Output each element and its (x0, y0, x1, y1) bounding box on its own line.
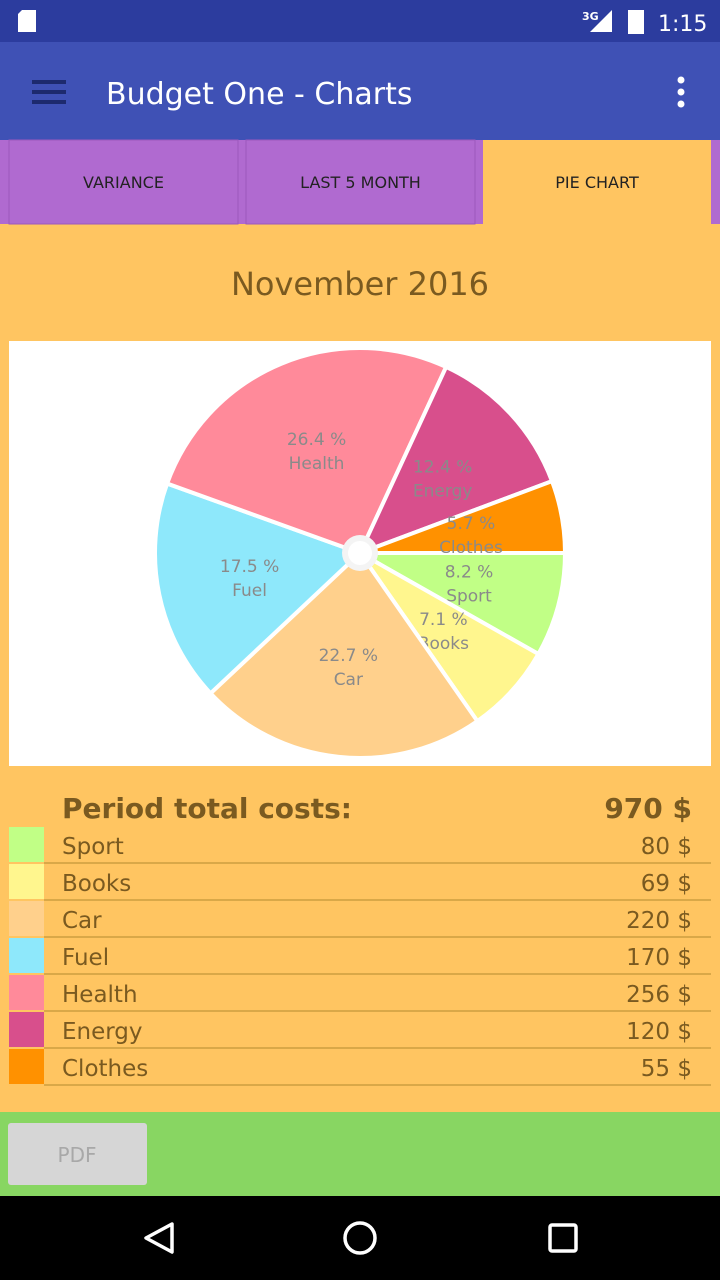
nav-bar (0, 1196, 720, 1280)
row-name: Energy (62, 1019, 143, 1045)
slice-category-label: Energy (413, 481, 473, 501)
status-bar (0, 0, 720, 42)
pie-slice (207, 549, 481, 760)
row-name: Clothes (62, 1056, 148, 1082)
row-name: Car (62, 908, 102, 934)
legend-swatch (9, 938, 44, 973)
clock: 1:15 (658, 12, 707, 37)
pie-slice (352, 551, 568, 657)
recents-button[interactable] (548, 1223, 578, 1253)
back-button[interactable] (144, 1222, 174, 1254)
slice-category-label: Books (418, 634, 469, 654)
row-name: Health (62, 982, 138, 1008)
summary-label: Period total costs: (62, 792, 352, 825)
legend-swatch (9, 901, 44, 936)
battery-icon (628, 10, 644, 34)
legend-swatch (9, 975, 44, 1010)
overflow-menu[interactable] (677, 76, 685, 108)
app-title: Budget One - Charts (106, 77, 413, 112)
menu-button[interactable] (32, 80, 66, 104)
tab-label[interactable]: VARIANCE (83, 173, 164, 192)
slice-value-label: 7.1 % (419, 610, 468, 630)
row-amount: 69 $ (641, 871, 692, 897)
row-name: Sport (62, 834, 124, 860)
slice-value-label: 12.4 % (413, 457, 472, 477)
row-amount: 55 $ (641, 1056, 692, 1082)
legend-swatch (9, 1012, 44, 1047)
slice-value-label: 5.7 % (447, 514, 496, 534)
row-name: Fuel (62, 945, 109, 971)
legend-swatch (9, 827, 44, 862)
row-amount: 120 $ (626, 1019, 692, 1045)
pdf-button-label[interactable]: PDF (58, 1143, 97, 1167)
row-amount: 80 $ (641, 834, 692, 860)
slice-category-label: Sport (446, 587, 492, 607)
pdf-button[interactable] (8, 1123, 147, 1185)
summary-total: 970 $ (604, 792, 692, 825)
row-amount: 256 $ (626, 982, 692, 1008)
pie-slice (164, 346, 449, 556)
pie-slice (356, 364, 555, 557)
slice-category-label: Health (289, 454, 345, 474)
row-name: Books (62, 871, 131, 897)
tab-label[interactable]: LAST 5 MONTH (300, 173, 421, 192)
tab[interactable] (483, 140, 711, 224)
home-button[interactable] (343, 1221, 377, 1255)
tab-label[interactable]: PIE CHART (555, 173, 639, 192)
chart-title: November 2016 (231, 265, 489, 303)
row-amount: 220 $ (626, 908, 692, 934)
legend-swatch (9, 864, 44, 899)
slice-value-label: 22.7 % (319, 646, 378, 666)
slice-category-label: Clothes (439, 538, 503, 558)
slice-value-label: 26.4 % (287, 430, 346, 450)
row-amount: 170 $ (626, 945, 692, 971)
slice-value-label: 17.5 % (220, 557, 279, 577)
pie-hole (348, 541, 372, 565)
slice-category-label: Fuel (232, 581, 267, 601)
tab[interactable] (8, 139, 239, 225)
network-type: 3G (582, 10, 599, 23)
sd-icon (18, 10, 36, 32)
tab[interactable] (245, 139, 476, 225)
pie-slice (359, 478, 568, 555)
slice-category-label: Car (334, 670, 363, 690)
app-bar (0, 42, 720, 140)
slice-value-label: 8.2 % (445, 563, 494, 583)
legend-swatch (9, 1049, 44, 1084)
signal-icon (590, 10, 612, 32)
